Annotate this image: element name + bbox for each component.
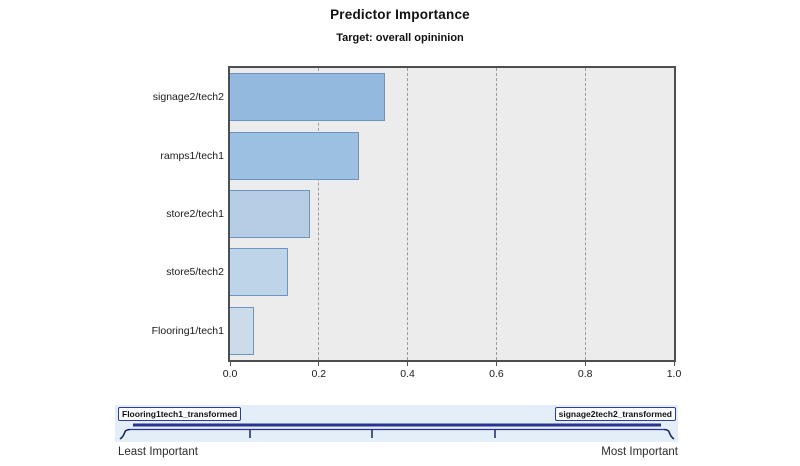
importance-bar: [230, 131, 359, 180]
y-axis-label: Flooring1/tech1: [151, 324, 224, 337]
x-axis-tick-label: 0.4: [400, 368, 415, 380]
y-axis-label: store2/tech1: [166, 208, 224, 220]
gridline: [584, 68, 586, 360]
chart-title: Predictor Importance: [330, 7, 470, 22]
x-axis-tick-label: 0.2: [311, 368, 327, 380]
importance-bar: [230, 73, 385, 122]
importance-filter-panel: Flooring1tech1_transformed signage2tech2…: [115, 405, 678, 442]
most-important-label: Most Important: [601, 446, 678, 458]
slider-left-endpoint-box[interactable]: Flooring1tech1_transformed: [118, 407, 242, 421]
slider-right-endpoint-box[interactable]: signage2tech2_transformed: [554, 407, 676, 421]
slider-left-brace-icon[interactable]: [119, 428, 131, 440]
importance-bar: [230, 306, 254, 355]
importance-bar: [230, 190, 310, 238]
x-axis-tick-label: 1.0: [666, 368, 682, 380]
importance-bar: [230, 248, 288, 297]
y-axis-label: signage2/tech2: [152, 91, 224, 104]
x-axis-tick: [318, 362, 320, 366]
x-axis-tick: [495, 362, 497, 366]
slider-right-brace-icon[interactable]: [663, 428, 675, 440]
gridline: [407, 68, 409, 360]
chart-subtitle: Target: overall opininion: [336, 32, 464, 44]
x-axis-tick-label: 0.8: [577, 368, 593, 380]
gridline: [318, 68, 320, 360]
x-axis-tick-label: 0.6: [489, 368, 504, 380]
gridline: [495, 68, 497, 360]
plot-area: [228, 66, 676, 362]
x-axis-tick-label: 0.0: [222, 368, 238, 380]
least-important-label: Least Important: [118, 446, 198, 458]
x-axis-tick: [229, 362, 231, 366]
y-axis-label: ramps1/tech1: [160, 149, 224, 162]
x-axis-tick: [584, 362, 586, 366]
x-axis-tick: [673, 362, 675, 366]
x-axis-tick: [407, 362, 409, 366]
importance-slider-track[interactable]: [115, 405, 678, 442]
y-axis-label: store5/tech2: [166, 266, 224, 279]
